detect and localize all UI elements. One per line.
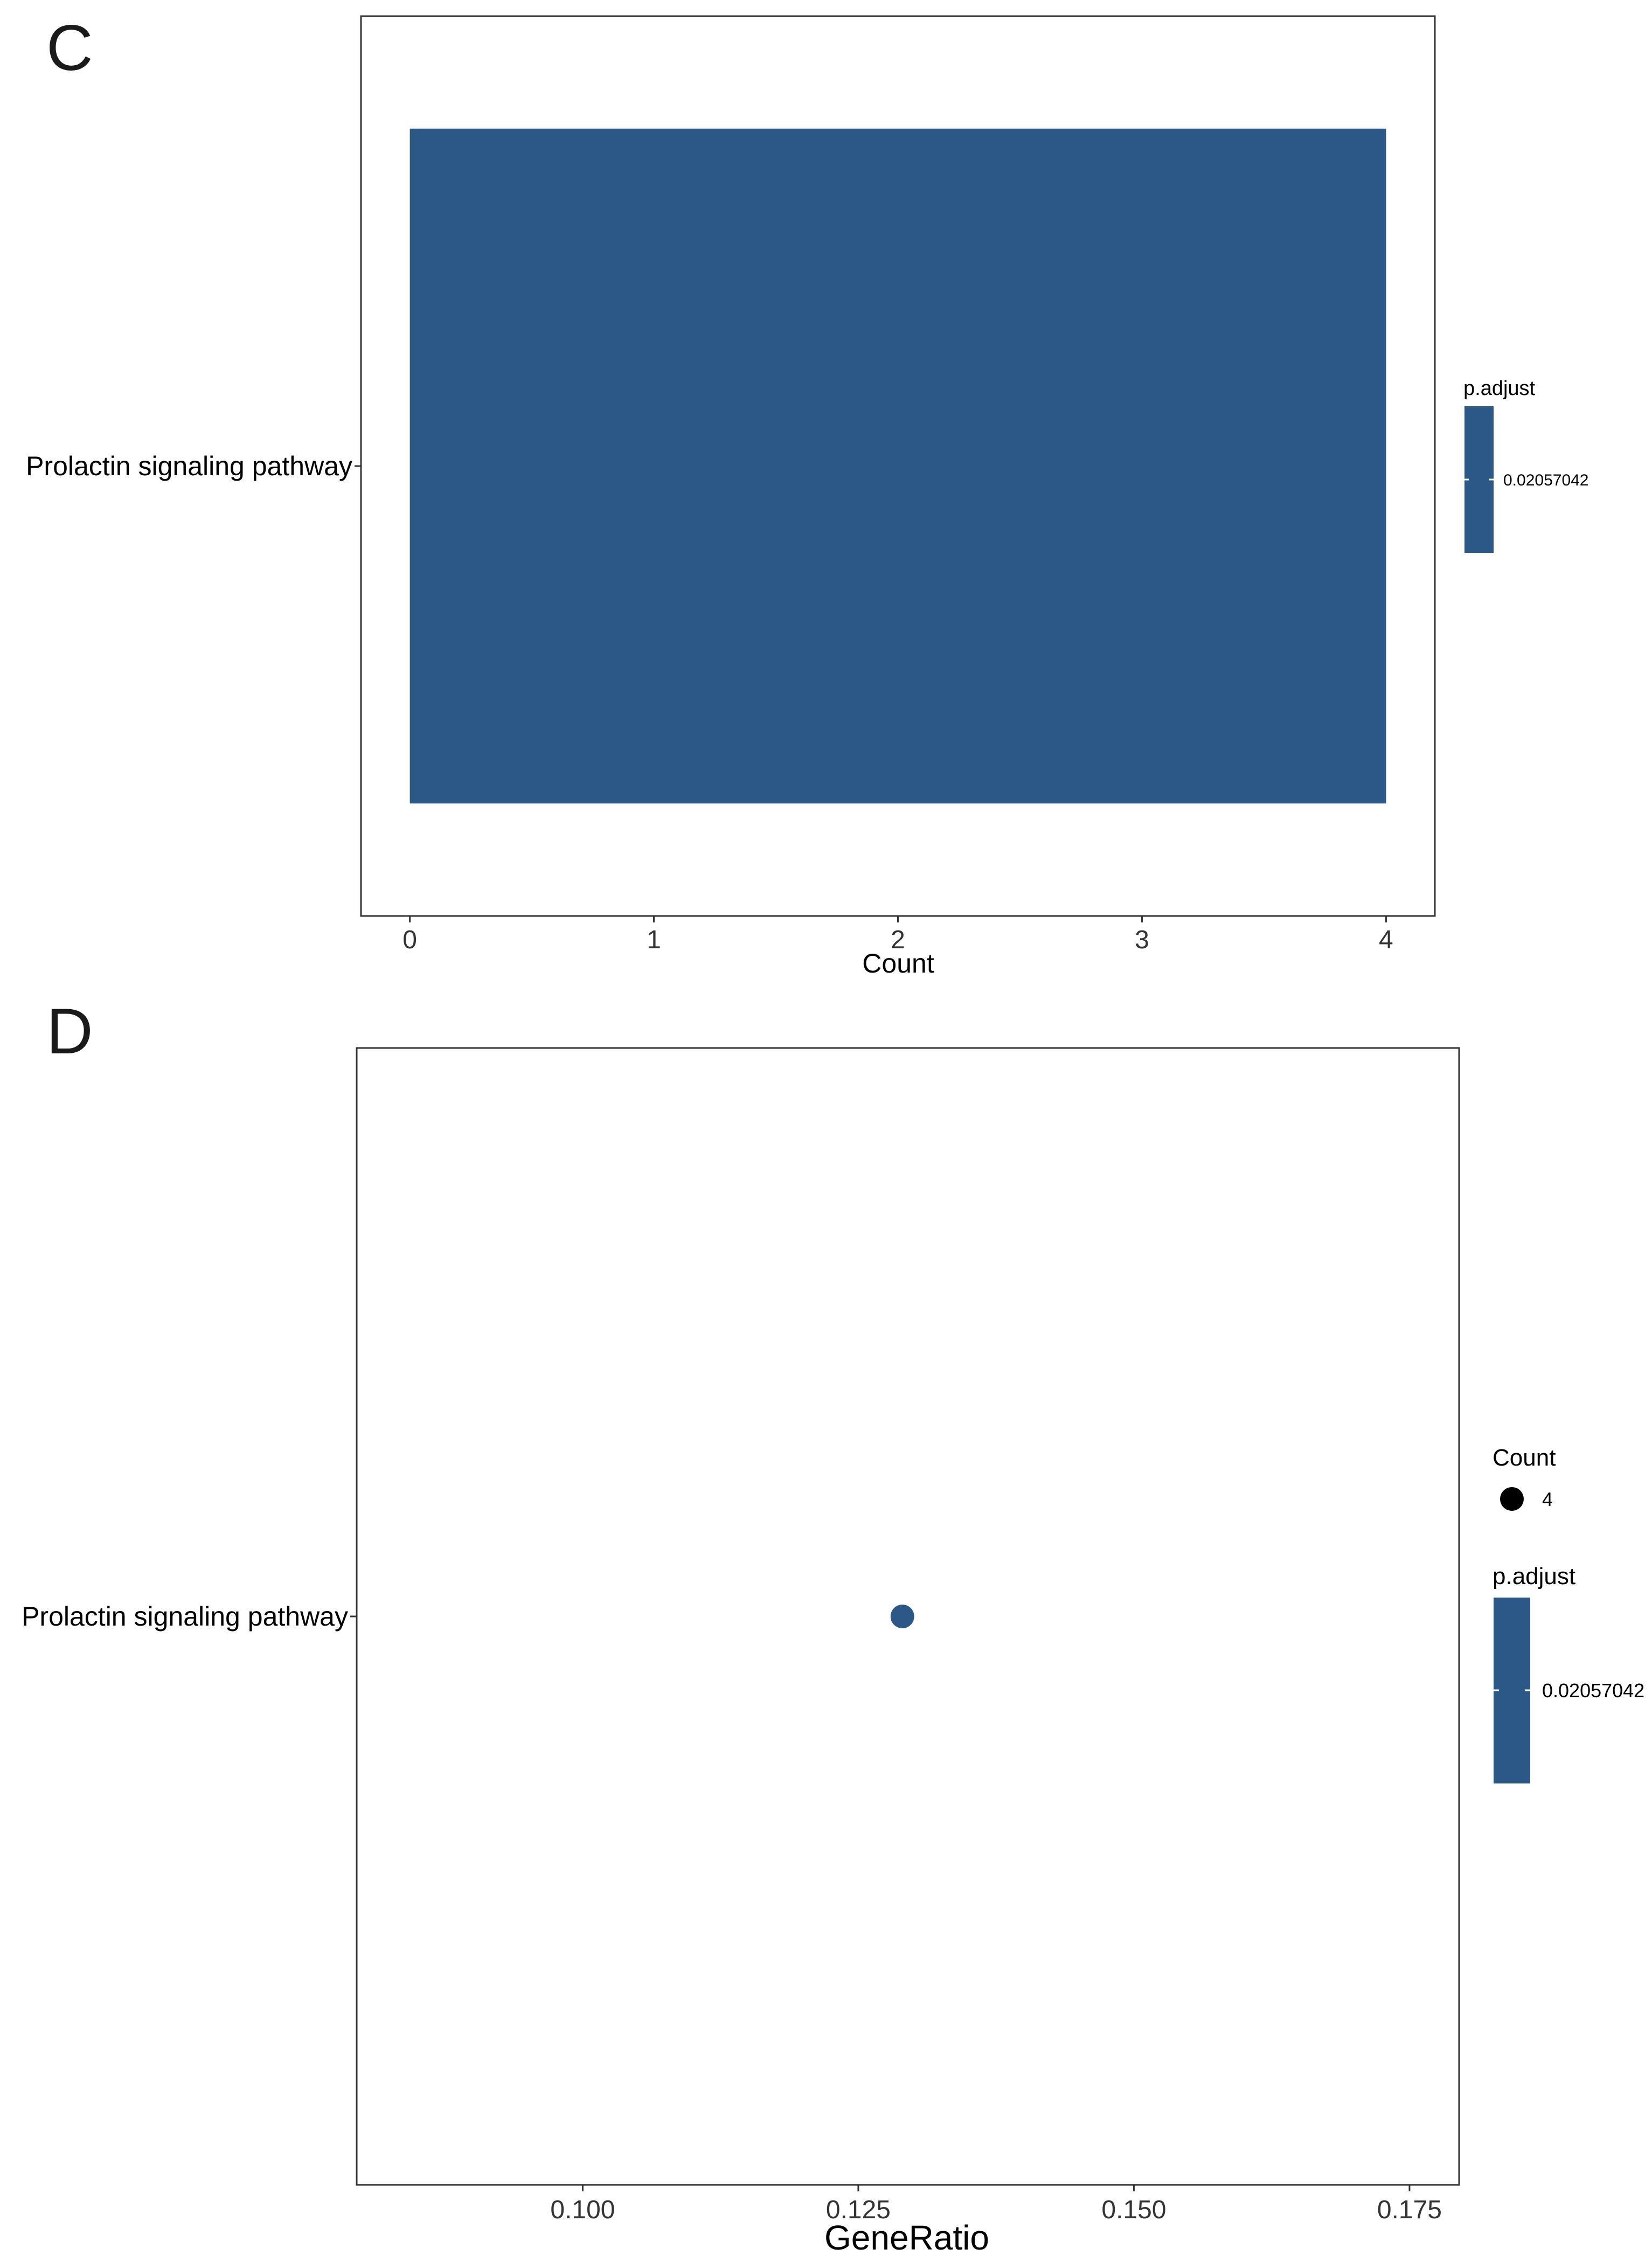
legend-padjust-label: 0.02057042 bbox=[1542, 1679, 1644, 1702]
y-tick-label-d: Prolactin signaling pathway bbox=[22, 1601, 348, 1632]
panel-c: C Prolactin signaling pathway 0 1 2 3 4 Coun… bbox=[26, 12, 1588, 978]
x-axis-title-d: GeneRatio bbox=[824, 2218, 989, 2256]
y-tick-label-c: Prolactin signaling pathway bbox=[26, 451, 352, 481]
legend-padjust-title: p.adjust bbox=[1493, 1563, 1575, 1589]
legend-c: p.adjust 0.02057042 bbox=[1463, 377, 1589, 553]
x-tick-label-d: 0.100 bbox=[550, 2196, 615, 2224]
panel-d: D Prolactin signaling pathway 0.100 0.125… bbox=[22, 995, 1644, 2256]
x-tick-label-c: 4 bbox=[1379, 926, 1393, 954]
legend-count-marker bbox=[1500, 1487, 1524, 1511]
x-tick-label-d: 0.125 bbox=[826, 2196, 891, 2224]
x-tick-label-c: 3 bbox=[1135, 926, 1149, 954]
legend-count-label: 4 bbox=[1542, 1488, 1553, 1510]
x-ticks-c: 0 1 2 3 4 bbox=[402, 916, 1393, 954]
x-tick-label-d: 0.150 bbox=[1101, 2196, 1166, 2224]
legend-colorbar-c bbox=[1464, 406, 1494, 553]
x-ticks-d: 0.100 0.125 0.150 0.175 bbox=[550, 2185, 1442, 2224]
x-tick-label-c: 2 bbox=[891, 926, 905, 954]
legend-label-c: 0.02057042 bbox=[1503, 471, 1589, 489]
legend-count-d: Count 4 bbox=[1493, 1445, 1556, 1511]
bars-c bbox=[409, 128, 1386, 804]
legend-title-c: p.adjust bbox=[1463, 377, 1536, 400]
x-tick-label-c: 0 bbox=[402, 926, 417, 954]
point-0 bbox=[890, 1605, 914, 1628]
panel-c-letter: C bbox=[46, 12, 93, 84]
panel-d-letter: D bbox=[46, 995, 93, 1067]
points-d bbox=[890, 1605, 914, 1628]
x-tick-label-c: 1 bbox=[647, 926, 661, 954]
x-tick-label-d: 0.175 bbox=[1377, 2196, 1442, 2224]
legend-colorbar-d bbox=[1494, 1598, 1530, 1783]
bar-0 bbox=[409, 128, 1386, 804]
legend-count-title: Count bbox=[1493, 1445, 1556, 1471]
x-axis-title-c: Count bbox=[862, 948, 934, 978]
legend-padjust-d: p.adjust 0.02057042 bbox=[1493, 1563, 1644, 1783]
